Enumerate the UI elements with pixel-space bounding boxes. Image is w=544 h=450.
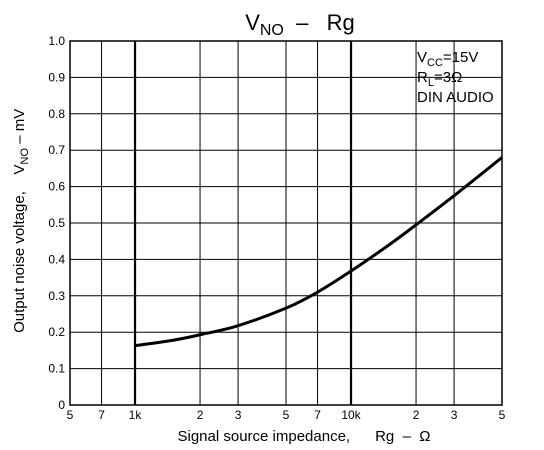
x-tick-label: 3 <box>451 408 458 422</box>
y-tick-label: 0.8 <box>48 107 65 121</box>
x-tick-label: 10k <box>341 408 361 422</box>
x-tick-label: 7 <box>98 408 105 422</box>
x-tick-label: 2 <box>197 408 204 422</box>
curve-layer <box>134 156 503 348</box>
annotation-vcc: VCC=15V <box>417 49 478 69</box>
y-axis-var-subscript: NO <box>19 148 31 165</box>
annotation-rl: RL=3Ω <box>417 69 462 89</box>
y-tick-label: 0.3 <box>48 289 65 303</box>
svg-text:Output noise voltage, VNO –: Output noise voltage, VNO – mV <box>11 88 31 362</box>
tick-labels: 0 0.1 0.2 0.3 0.4 0.5 0.6 0.7 0.8 0.9 1.0 5 7 1k 2 3 5 7 1… <box>48 34 505 422</box>
y-tick-label: 0.1 <box>48 362 65 376</box>
x-tick-label: 3 <box>235 408 242 422</box>
title-rest: – Rg <box>284 10 355 35</box>
x-tick-label: 5 <box>499 408 506 422</box>
y-tick-label: 0 <box>58 398 65 412</box>
chart-title: VNO – Rg <box>245 10 355 39</box>
y-tick-label: 0.2 <box>48 325 65 339</box>
annotation-din-audio: DIN AUDIO <box>417 89 494 106</box>
y-axis-label: Output noise voltage, VNO – mV <box>11 88 31 362</box>
y-axis-var: V <box>11 164 28 174</box>
y-axis-label-main: Output noise voltage, <box>11 191 28 333</box>
series-line <box>134 156 503 348</box>
x-tick-label: 7 <box>314 408 321 422</box>
y-tick-label: 0.7 <box>48 143 65 157</box>
y-tick-label: 0.6 <box>48 180 65 194</box>
conditions-annotation: VCC=15V RL=3Ω DIN AUDIO <box>417 49 494 106</box>
y-tick-label: 0.4 <box>48 252 65 266</box>
y-tick-label: 1.0 <box>48 34 65 48</box>
x-tick-label: 1k <box>129 408 143 422</box>
title-main: V <box>245 10 260 35</box>
y-tick-label: 0.9 <box>48 70 65 84</box>
x-axis-label: Signal source impedance, Rg – Ω <box>177 428 430 445</box>
x-tick-label: 5 <box>67 408 74 422</box>
grid-layer <box>70 41 502 405</box>
x-tick-label: 2 <box>413 408 420 422</box>
plot-frame <box>69 40 503 406</box>
x-tick-label: 5 <box>283 408 290 422</box>
y-axis-unit: – mV <box>11 109 28 148</box>
title-subscript: NO <box>260 22 284 39</box>
y-tick-label: 0.5 <box>48 216 65 230</box>
